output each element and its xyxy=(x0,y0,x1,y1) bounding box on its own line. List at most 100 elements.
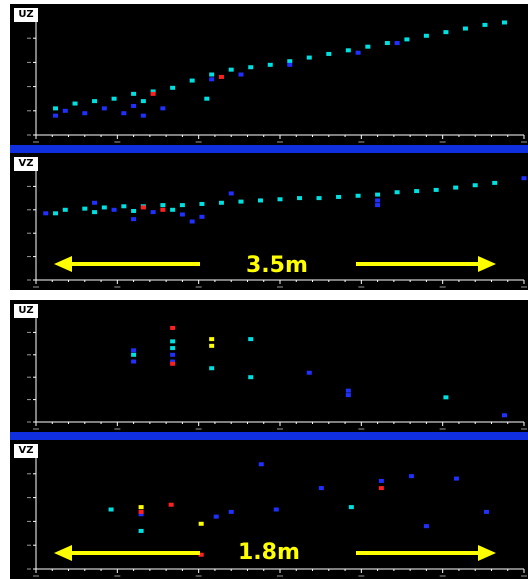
data-point xyxy=(160,207,166,212)
data-point xyxy=(258,462,264,467)
right-arrow-head xyxy=(478,256,496,272)
data-point xyxy=(378,486,384,491)
distance-label: 3.5m xyxy=(246,253,308,278)
data-point xyxy=(170,361,176,366)
data-point xyxy=(138,528,144,533)
data-point xyxy=(101,205,107,210)
data-point xyxy=(111,96,117,101)
data-point xyxy=(355,193,361,198)
data-point xyxy=(209,366,215,371)
right-arrow-head xyxy=(478,545,496,561)
data-point xyxy=(306,370,312,375)
data-point xyxy=(273,507,279,512)
data-point xyxy=(179,212,185,217)
data-point xyxy=(336,194,342,199)
left-arrow-head xyxy=(54,545,72,561)
data-point xyxy=(433,187,439,192)
data-point xyxy=(168,502,174,507)
data-point xyxy=(131,208,137,213)
data-point xyxy=(150,210,156,215)
data-point xyxy=(121,204,127,209)
data-point xyxy=(443,395,449,400)
data-point xyxy=(209,77,215,82)
data-point xyxy=(160,203,166,208)
data-point xyxy=(199,214,205,219)
data-point xyxy=(375,203,381,208)
data-point xyxy=(443,30,449,35)
left-arrow-head xyxy=(54,256,72,272)
data-point xyxy=(228,509,234,514)
data-point xyxy=(189,219,195,224)
data-point xyxy=(297,196,303,201)
panel-uz-top: UZ xyxy=(10,4,528,145)
panel-label: UZ xyxy=(14,304,38,318)
data-point xyxy=(53,113,59,118)
data-point xyxy=(131,91,137,96)
data-point xyxy=(213,514,219,519)
data-point xyxy=(92,210,98,215)
scatter-plot-uz-top xyxy=(27,13,527,143)
data-point xyxy=(453,476,459,481)
data-point xyxy=(218,74,224,79)
data-point xyxy=(170,325,176,330)
panel-uz-bottom: UZ xyxy=(10,300,528,432)
panel-label: UZ xyxy=(14,8,38,22)
data-point xyxy=(72,101,78,106)
data-point xyxy=(170,359,176,364)
data-point xyxy=(170,352,176,357)
data-point xyxy=(318,486,324,491)
data-point xyxy=(238,72,244,77)
data-point xyxy=(138,512,144,517)
data-point xyxy=(150,89,156,94)
separator-strip xyxy=(10,145,528,153)
data-point xyxy=(472,183,478,188)
data-point xyxy=(131,103,137,108)
data-point xyxy=(199,201,205,206)
data-point xyxy=(131,217,137,222)
data-point xyxy=(326,51,332,56)
data-point xyxy=(131,352,137,357)
data-point xyxy=(111,207,117,212)
data-point xyxy=(138,505,144,510)
data-point xyxy=(408,474,414,479)
data-point xyxy=(189,78,195,83)
data-point xyxy=(414,189,420,194)
data-point xyxy=(306,55,312,60)
data-point xyxy=(82,206,88,211)
data-point xyxy=(257,198,263,203)
data-point xyxy=(483,509,489,514)
data-point xyxy=(501,20,507,25)
data-point xyxy=(140,113,146,118)
distance-label: 1.8m xyxy=(238,540,300,565)
panel-vz-top: VZ 3.5m xyxy=(10,153,528,290)
data-point xyxy=(287,62,293,67)
data-point xyxy=(170,207,176,212)
data-point xyxy=(228,67,234,72)
panel-label: VZ xyxy=(14,444,38,458)
data-point xyxy=(150,91,156,96)
data-point xyxy=(423,33,429,38)
data-point xyxy=(375,198,381,203)
data-point xyxy=(121,111,127,116)
data-point xyxy=(209,343,215,348)
data-point xyxy=(238,199,244,204)
data-point xyxy=(521,176,527,181)
data-point xyxy=(62,207,68,212)
data-point xyxy=(248,375,254,380)
panel-label: VZ xyxy=(14,157,38,171)
data-point xyxy=(138,509,144,514)
data-point xyxy=(375,192,381,197)
data-point xyxy=(345,48,351,53)
data-point xyxy=(277,197,283,202)
data-point xyxy=(228,191,234,196)
data-point xyxy=(140,205,146,210)
data-point xyxy=(345,393,351,398)
data-point xyxy=(248,337,254,342)
data-point xyxy=(345,388,351,393)
data-point xyxy=(492,180,498,185)
data-point xyxy=(108,507,114,512)
data-point xyxy=(482,22,488,27)
data-point xyxy=(82,111,88,116)
data-point xyxy=(287,59,293,64)
data-point xyxy=(198,521,204,526)
